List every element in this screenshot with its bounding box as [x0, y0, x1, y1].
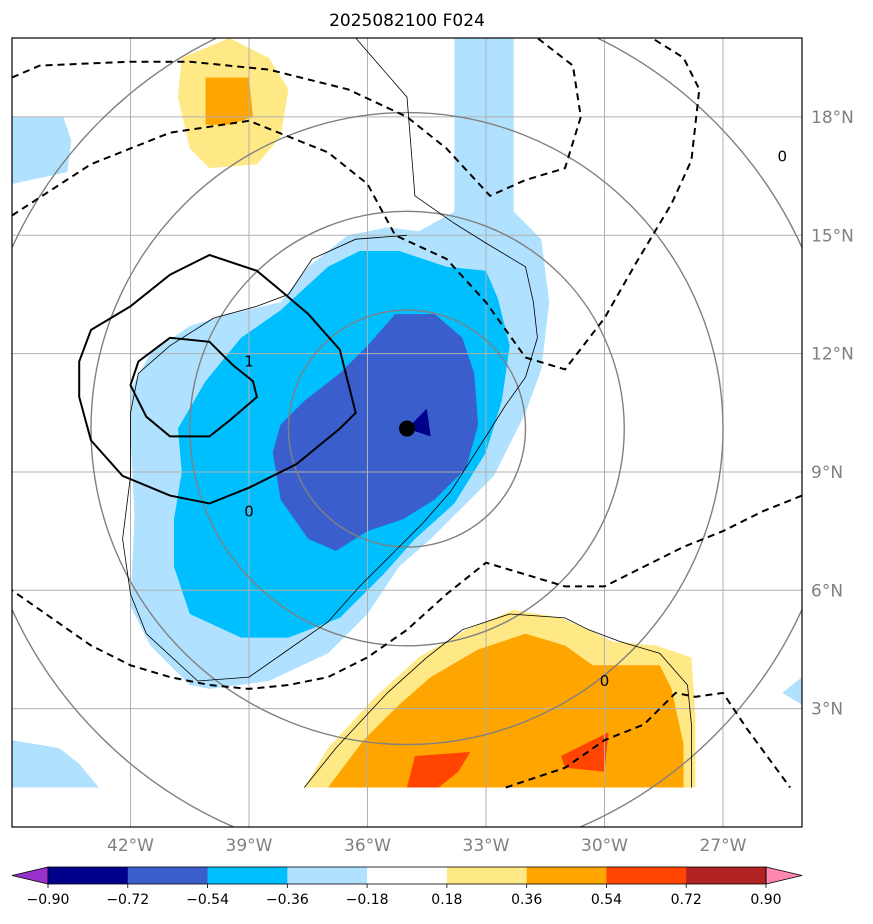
- contour-label: 0: [244, 502, 254, 520]
- x-tick-label: 27°W: [700, 836, 747, 856]
- filled-region-orangered-2: [407, 752, 471, 788]
- contour-label: 0: [777, 147, 787, 165]
- y-tick-label: 12°N: [811, 345, 854, 365]
- colorbar-segment: [686, 867, 767, 884]
- colorbar-tick-label: 0.72: [671, 892, 702, 908]
- filled-region-orange-top: [205, 77, 253, 125]
- plot-area: 1 0 0 0: [11, 37, 803, 828]
- gridlines: [12, 38, 802, 827]
- colorbar: −0.90 −0.72 −0.54 −0.36 −0.18 0.18 0.36 0.54 0.7…: [11, 866, 803, 908]
- colorbar-segment: [127, 867, 209, 884]
- contour-label: 0: [600, 672, 610, 690]
- colorbar-segment: [287, 867, 368, 884]
- x-tick-label: 36°W: [344, 836, 391, 856]
- contour-0-solid: [78, 253, 357, 505]
- range-ring: [189, 210, 625, 647]
- colorbar-segment: [207, 867, 288, 884]
- y-tick-label: 3°N: [811, 700, 843, 720]
- x-tick-label: 39°W: [226, 836, 273, 856]
- contour-1-solid: [129, 336, 259, 438]
- colorbar-tick-label: −0.90: [27, 892, 70, 908]
- filled-region-royal-blue: [272, 314, 479, 551]
- contour-lines: 1 0 0 0: [12, 38, 802, 789]
- colorbar-extend-low: [11, 866, 49, 885]
- colorbar-tick-label: −0.72: [106, 892, 149, 908]
- contour-0-big: [12, 38, 701, 371]
- contour-0-right: [505, 691, 791, 789]
- colorbar-segment: [367, 867, 448, 884]
- colorbar-segment: [526, 867, 607, 884]
- filled-contours: [12, 38, 802, 788]
- x-tick-label: 33°W: [463, 836, 510, 856]
- thin-contour-bottom: [303, 613, 692, 788]
- filled-region-light-blue-left: [12, 116, 72, 184]
- marker-layer: [399, 420, 415, 437]
- colorbar-tick-label: 0.54: [591, 892, 622, 908]
- plot-frame: [11, 37, 803, 828]
- x-tick-label: 42°W: [107, 836, 154, 856]
- colorbar-frame: [47, 866, 767, 885]
- colorbar-segment: [446, 867, 528, 884]
- x-tick-label: 30°W: [581, 836, 628, 856]
- chart-title: 2025082100 F024: [329, 11, 485, 31]
- y-tick-label: 6°N: [811, 581, 843, 601]
- thin-contour-left: [122, 38, 538, 682]
- colorbar-tick-label: 0.18: [431, 892, 462, 908]
- colorbar-tick-label: −0.36: [266, 892, 309, 908]
- colorbar-segment: [606, 867, 687, 884]
- colorbar-tick-label: 0.90: [750, 892, 781, 908]
- x-axis-ticks: 42°W 39°W 36°W 33°W 30°W 27°W: [107, 836, 747, 856]
- colorbar-extend-high: [765, 866, 803, 885]
- range-rings: [12, 38, 802, 827]
- colorbar-tick-label: 0.36: [511, 892, 542, 908]
- y-tick-label: 18°N: [811, 108, 854, 128]
- y-tick-label: 15°N: [811, 226, 854, 246]
- y-tick-label: 9°N: [811, 463, 843, 483]
- contour-0-middle: [12, 494, 802, 690]
- y-axis-ticks: 3°N 6°N 9°N 12°N 15°N 18°N: [811, 108, 854, 720]
- filled-region-light-blue-bottomleft: [12, 740, 99, 788]
- range-ring: [90, 111, 724, 746]
- range-ring: [287, 309, 527, 548]
- storm-center-marker: [399, 420, 415, 437]
- filled-region-light-blue-right: [782, 677, 802, 705]
- colorbar-tick-label: −0.54: [186, 892, 229, 908]
- colorbar-segment: [48, 867, 129, 884]
- contour-label: 1: [244, 352, 254, 370]
- colorbar-tick-label: −0.18: [346, 892, 389, 908]
